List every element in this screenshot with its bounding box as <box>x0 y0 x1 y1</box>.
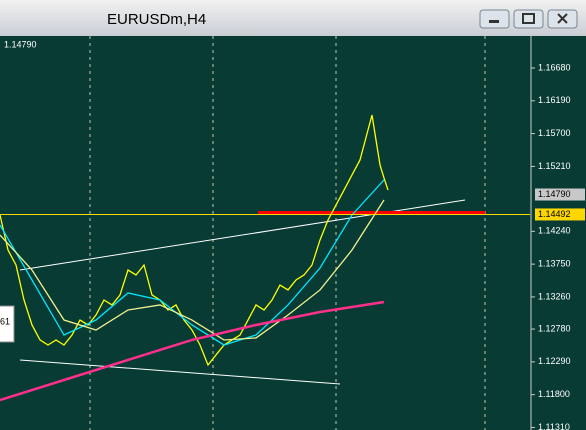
y-tick-label: 1.15700 <box>538 128 571 138</box>
y-tick-label: 1.16190 <box>538 95 571 105</box>
price-line <box>0 114 389 367</box>
window-buttons[interactable] <box>479 9 578 29</box>
minimize-button[interactable] <box>479 9 510 29</box>
price-line <box>0 300 385 402</box>
label-box <box>0 305 15 343</box>
chart-area <box>0 36 586 430</box>
y-tick-label: 1.16680 <box>538 62 571 72</box>
y-tick-label: 1.12780 <box>538 323 571 333</box>
price-line <box>0 179 385 346</box>
corner-label: 1.14790 <box>4 39 37 49</box>
vertical-grid <box>89 36 486 430</box>
y-tick-label: 1.15210 <box>538 161 571 171</box>
y-tick-label: 1.11800 <box>538 389 570 399</box>
y-tick-label: 1.13750 <box>538 259 571 269</box>
price-tag-label: 1.14790 <box>538 189 571 199</box>
y-tick-label: 1.12290 <box>538 356 571 366</box>
price-tag-label: 1.14492 <box>538 209 571 219</box>
y-tick-label: 1.14240 <box>538 226 571 236</box>
y-tick-label: 1.13260 <box>538 291 571 301</box>
side-label: 61 <box>0 316 10 326</box>
price-line <box>0 199 385 341</box>
price-tag <box>535 188 585 201</box>
maximize-button[interactable] <box>513 9 544 29</box>
price-tag <box>535 208 585 221</box>
y-tick-label: 1.11310 <box>538 422 570 430</box>
trend-line <box>19 359 341 385</box>
window-title: EURUSDm,H4 <box>107 11 206 28</box>
